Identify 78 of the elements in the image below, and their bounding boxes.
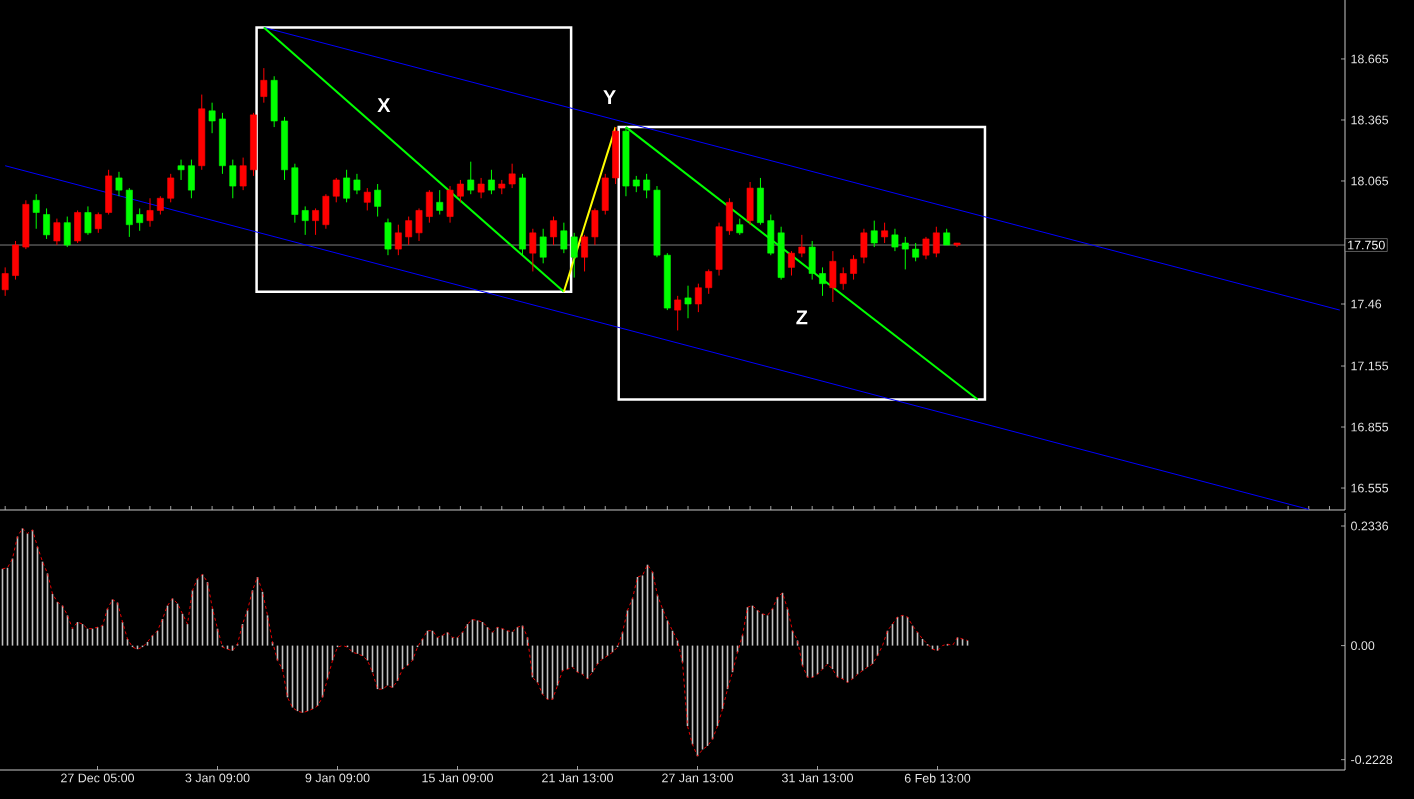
candlestick: [839, 266, 847, 291]
candlestick: [436, 189, 444, 216]
candlestick: [136, 207, 144, 232]
candlestick: [63, 216, 71, 248]
candlestick: [477, 177, 485, 199]
candlestick: [32, 193, 40, 230]
candlestick: [581, 234, 588, 272]
y-tick-label: 16.555: [1351, 483, 1389, 493]
x-tick-label: 27 Dec 05:00: [61, 773, 135, 783]
ref-line-label: 17.750: [1348, 240, 1385, 250]
candlestick: [208, 102, 216, 134]
y-tick-label: -0.2228: [1351, 755, 1393, 765]
candlestick: [353, 173, 361, 195]
candlestick: [870, 220, 878, 248]
annotation: Y: [603, 90, 616, 104]
candlestick: [415, 207, 423, 242]
y-tick-label: 18.665: [1351, 54, 1389, 64]
candlestick: [705, 268, 713, 295]
x-tick-label: 31 Jan 13:00: [781, 773, 854, 783]
candlestick: [229, 159, 237, 199]
candlestick: [332, 177, 340, 203]
y-tick-label: 16.855: [1351, 422, 1389, 432]
candlestick: [488, 169, 495, 195]
candlestick: [539, 228, 547, 264]
candlestick: [901, 236, 909, 270]
x-tick-label: 3 Jan 09:00: [185, 773, 250, 783]
candlestick: [467, 161, 475, 195]
candlestick: [912, 242, 920, 262]
candlestick: [94, 211, 102, 234]
candlestick: [508, 163, 516, 189]
y-tick-label: 18.065: [1351, 176, 1389, 186]
candlestick: [932, 226, 940, 258]
candlestick: [788, 250, 795, 277]
candlestick: [550, 216, 557, 246]
candlestick: [84, 205, 92, 236]
candlestick: [115, 171, 123, 197]
candlestick: [43, 207, 50, 240]
x-tick-label: 21 Jan 13:00: [542, 773, 614, 783]
candlestick: [374, 183, 382, 218]
y-tick-label: 18.365: [1351, 115, 1389, 125]
candlestick: [694, 283, 702, 313]
candlestick: [405, 216, 413, 246]
candlestick: [684, 285, 692, 319]
candlestick: [1, 266, 9, 297]
candlestick: [239, 157, 247, 191]
x-tick-label: 9 Jan 09:00: [305, 773, 370, 783]
candlestick: [343, 169, 350, 203]
candlestick: [881, 222, 888, 244]
candlestick: [457, 179, 464, 203]
candlestick: [891, 228, 899, 252]
candlestick: [570, 232, 578, 279]
candlestick: [560, 222, 568, 254]
annotation: X: [377, 98, 391, 113]
candlestick: [301, 205, 309, 236]
candlestick: [798, 234, 806, 258]
candlestick: [260, 67, 268, 104]
candlestick: [177, 159, 185, 181]
candlestick: [819, 266, 826, 297]
x-tick-label: 27 Jan 13:00: [662, 773, 734, 783]
x-tick-label: 6 Feb 13:00: [904, 773, 971, 783]
candlestick: [312, 207, 319, 236]
candlestick: [53, 218, 61, 246]
y-tick-label: 17.155: [1351, 361, 1389, 371]
x-tick-label: 15 Jan 09:00: [422, 773, 494, 783]
candlestick: [850, 254, 857, 281]
candlestick: [156, 195, 164, 216]
y-tick-label: 0.2336: [1351, 521, 1389, 531]
candlestick: [146, 197, 154, 228]
candlestick: [674, 295, 682, 331]
y-tick-label: 17.46: [1351, 299, 1382, 309]
y-tick-label: 0.00: [1351, 641, 1375, 651]
candlestick: [529, 228, 537, 272]
candlestick: [394, 224, 402, 256]
candlestick: [922, 236, 930, 260]
annotation: Z: [796, 310, 808, 325]
candlestick: [643, 173, 651, 199]
candlestick: [363, 187, 371, 211]
candlestick: [167, 173, 175, 203]
